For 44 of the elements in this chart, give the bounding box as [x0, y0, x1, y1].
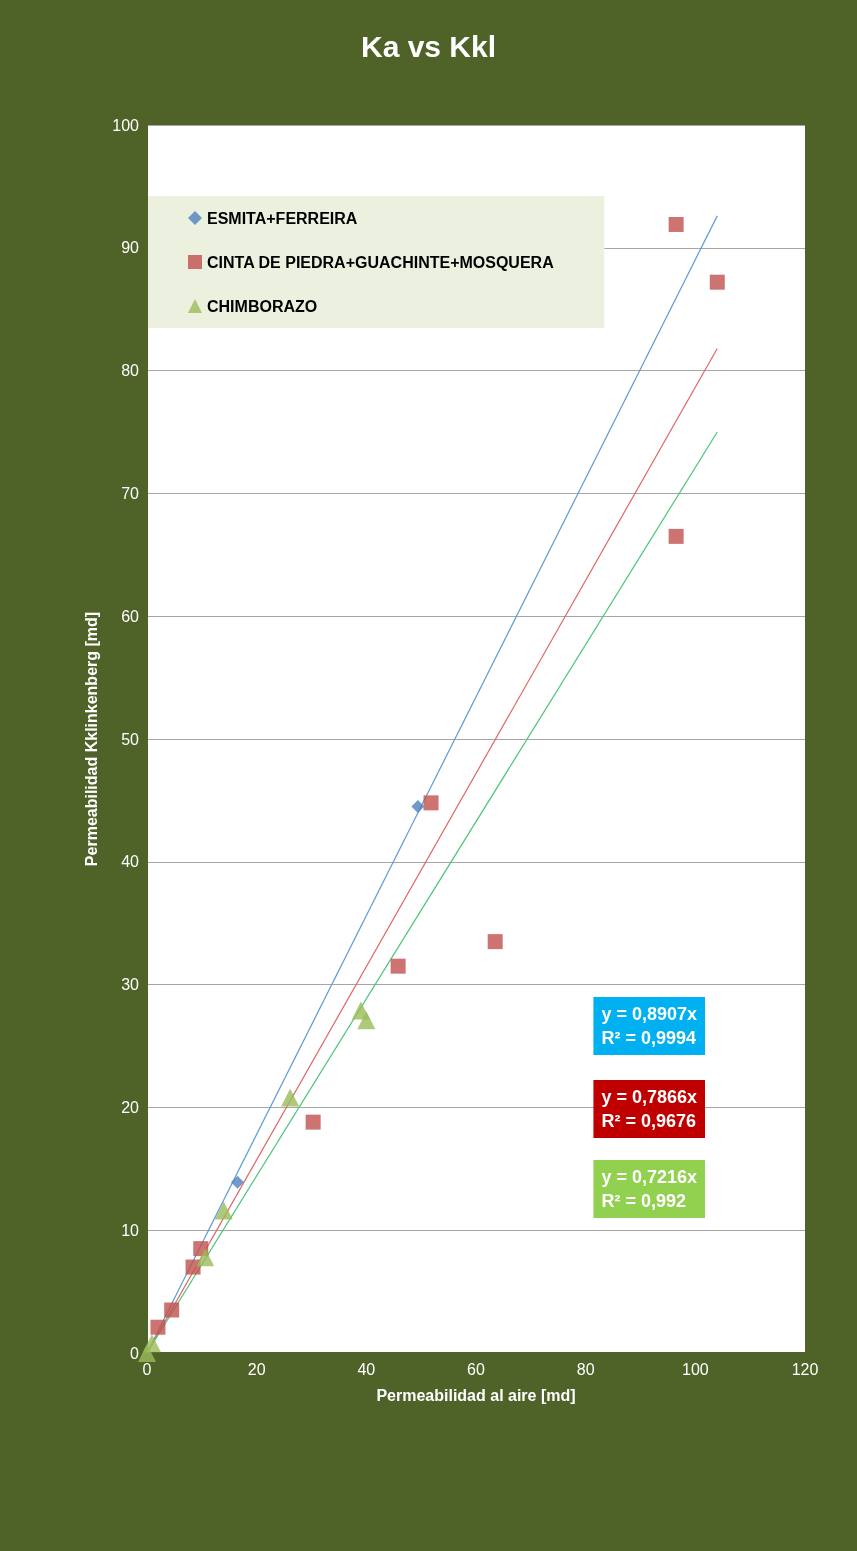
y-tick-label: 70 [121, 484, 140, 502]
point [196, 1248, 215, 1267]
point [668, 528, 684, 544]
point [185, 1259, 201, 1275]
annotation: y = 0,7866x R² = 0,9676 [601, 1087, 697, 1131]
point [142, 1334, 161, 1353]
point [357, 1011, 376, 1030]
point [281, 1088, 300, 1107]
point [150, 1319, 166, 1335]
y-tick-label: 10 [121, 1221, 140, 1239]
x-tick-label: 120 [791, 1360, 819, 1378]
legend-label: CINTA DE PIEDRA+GUACHINTE+MOSQUERA [207, 253, 555, 271]
x-tick-label: 20 [247, 1360, 266, 1378]
y-tick-label: 90 [121, 239, 140, 257]
point [305, 1114, 321, 1130]
y-tick-label: 100 [112, 116, 140, 134]
x-tick-label: 100 [681, 1360, 709, 1378]
point [214, 1201, 233, 1220]
legend-label: ESMITA+FERREIRA [207, 209, 358, 227]
y-tick-label: 0 [130, 1344, 140, 1362]
chart-title: Ka vs Kkl [360, 29, 497, 63]
x-tick-label: 80 [576, 1360, 595, 1378]
y-tick-label: 80 [121, 362, 140, 380]
x-axis-title: Permeabilidad al aire [md] [376, 1386, 576, 1404]
point [164, 1302, 180, 1318]
y-axis-title: Permeabilidad Kklinkenberg [md] [82, 611, 100, 867]
point [423, 795, 439, 811]
y-tick-label: 60 [121, 607, 140, 625]
point [390, 958, 406, 974]
point [411, 800, 425, 814]
annotation: y = 0,7216x R² = 0,992 [601, 1167, 697, 1211]
y-tick-label: 40 [121, 853, 140, 871]
y-tick-label: 50 [121, 730, 140, 748]
y-tick-label: 30 [121, 976, 140, 994]
point [230, 1175, 244, 1189]
point [668, 216, 684, 232]
point [487, 934, 503, 950]
x-tick-label: 60 [467, 1360, 485, 1378]
y-tick-label: 20 [121, 1098, 140, 1116]
point [709, 274, 725, 290]
legend-label: CHIMBORAZO [207, 297, 318, 315]
x-tick-label: 40 [357, 1360, 376, 1378]
x-tick-label: 0 [142, 1360, 152, 1378]
annotation: y = 0,8907x R² = 0,9994 [601, 1004, 697, 1048]
